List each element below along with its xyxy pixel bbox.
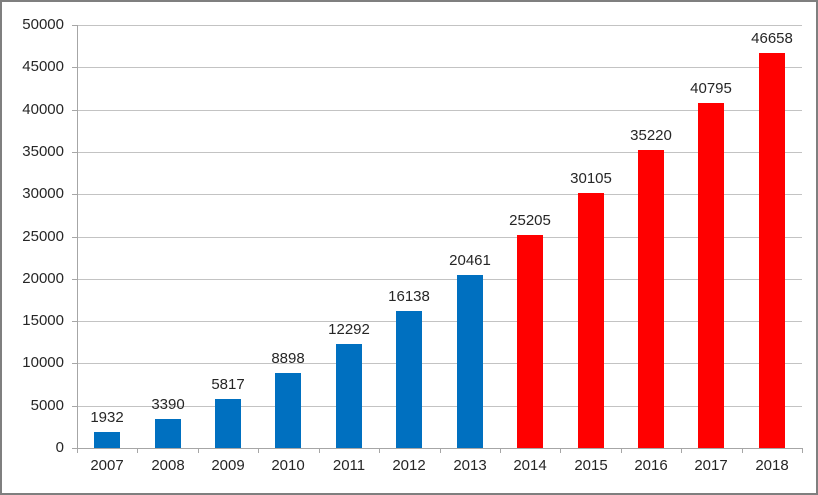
y-axis-tick-label: 25000 [22,228,64,245]
y-axis-tick-label: 5000 [30,397,64,414]
y-gridline [77,279,802,280]
y-gridline [77,406,802,407]
x-axis-tick-label-2010: 2010 [271,457,305,474]
y-axis-tick [72,194,77,195]
x-axis-tick [621,448,622,453]
y-gridline [77,448,802,449]
bar-2011 [336,344,362,448]
y-gridline [77,237,802,238]
bar-2015 [578,193,604,448]
x-axis-tick [137,448,138,453]
y-axis-line [77,25,78,448]
y-axis-tick-label: 15000 [22,312,64,329]
y-axis-tick-label: 50000 [22,16,64,33]
bar-2010 [275,373,301,448]
y-axis-tick [72,237,77,238]
x-axis-tick [500,448,501,453]
bar-2017 [698,103,724,448]
y-axis-tick [72,152,77,153]
y-axis-tick-label: 30000 [22,185,64,202]
x-axis-tick [742,448,743,453]
bar-value-label-2015: 30105 [570,170,612,187]
y-axis-tick-label: 40000 [22,101,64,118]
x-axis-tick-label-2016: 2016 [634,457,668,474]
bar-2016 [638,150,664,448]
bar-2009 [215,399,241,448]
x-axis-tick [319,448,320,453]
bar-value-label-2018: 46658 [751,30,793,47]
y-gridline [77,194,802,195]
y-gridline [77,67,802,68]
bar-value-label-2010: 8898 [271,350,305,367]
bar-value-label-2013: 20461 [449,252,491,269]
x-axis-tick [802,448,803,453]
y-axis-tick-label: 45000 [22,58,64,75]
y-gridline [77,363,802,364]
x-axis-tick-label-2007: 2007 [90,457,124,474]
bar-value-label-2014: 25205 [509,212,551,229]
y-gridline [77,152,802,153]
bar-2012 [396,311,422,448]
x-axis-tick-label-2011: 2011 [332,457,366,474]
y-axis-tick [72,67,77,68]
y-axis-tick-label: 10000 [22,354,64,371]
x-axis-tick [560,448,561,453]
x-axis-tick-label-2017: 2017 [694,457,728,474]
y-axis-tick [72,25,77,26]
y-axis-tick [72,363,77,364]
bar-value-label-2007: 1932 [90,409,124,426]
bar-2007 [94,432,120,448]
bar-value-label-2011: 12292 [328,321,370,338]
y-gridline [77,25,802,26]
bar-2014 [517,235,543,448]
x-axis-tick-label-2008: 2008 [151,457,185,474]
x-axis-tick-label-2018: 2018 [755,457,789,474]
bar-2013 [457,275,483,448]
y-axis-tick-label: 35000 [22,143,64,160]
y-gridline [77,110,802,111]
bar-value-label-2012: 16138 [388,288,430,305]
y-axis-tick [72,321,77,322]
y-gridline [77,321,802,322]
bar-value-label-2009: 5817 [211,376,245,393]
y-axis-tick-label: 20000 [22,270,64,287]
bar-2008 [155,419,181,448]
y-axis-tick [72,448,77,449]
x-axis-tick [379,448,380,453]
x-axis-tick [258,448,259,453]
x-axis-tick [440,448,441,453]
x-axis-tick [77,448,78,453]
y-axis-tick [72,406,77,407]
x-axis-tick-label-2013: 2013 [453,457,487,474]
x-axis-tick [681,448,682,453]
x-axis-tick-label-2014: 2014 [513,457,547,474]
bar-2018 [759,53,785,448]
bar-value-label-2008: 3390 [151,396,185,413]
bar-value-label-2016: 35220 [630,127,672,144]
x-axis-tick-label-2015: 2015 [574,457,608,474]
x-axis-tick-label-2012: 2012 [392,457,426,474]
x-axis-tick [198,448,199,453]
x-axis-tick-label-2009: 2009 [211,457,245,474]
bar-value-label-2017: 40795 [690,80,732,97]
y-axis-tick-label: 0 [55,439,64,456]
y-axis-tick [72,110,77,111]
y-axis-tick [72,279,77,280]
